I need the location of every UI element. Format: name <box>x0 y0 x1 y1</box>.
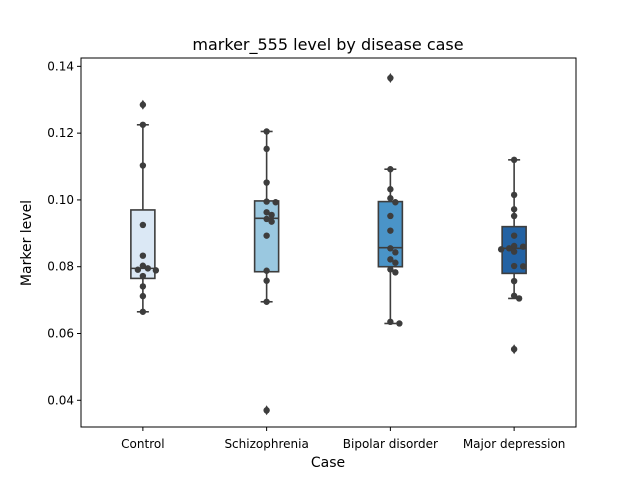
data-point <box>263 298 270 305</box>
data-point <box>263 277 270 284</box>
plot-frame <box>80 57 577 428</box>
x-axis-label: Case <box>311 455 345 471</box>
data-point <box>510 292 518 299</box>
data-point <box>497 246 505 253</box>
data-point <box>263 267 270 274</box>
data-point <box>268 218 275 225</box>
data-point <box>392 269 399 276</box>
data-point <box>139 308 147 315</box>
data-point <box>510 277 518 285</box>
x-tick-label: Bipolar disorder <box>343 437 438 451</box>
data-point <box>263 232 270 239</box>
data-point <box>268 211 275 219</box>
data-point <box>387 166 394 173</box>
data-point <box>387 212 394 220</box>
data-point <box>139 272 147 280</box>
x-tick-label: Control <box>121 437 164 451</box>
data-point <box>139 162 147 169</box>
y-tick-label: 0.04 <box>47 393 74 407</box>
data-point <box>263 128 270 135</box>
data-point <box>387 256 394 263</box>
chart-title: marker_555 level by disease case <box>192 35 463 55</box>
data-point <box>387 266 394 273</box>
data-point <box>510 248 518 255</box>
data-point <box>387 318 394 326</box>
data-point <box>510 242 518 250</box>
y-tick-label: 0.10 <box>47 193 74 207</box>
x-tick-label: Schizophrenia <box>224 437 308 451</box>
data-point <box>396 320 403 327</box>
data-point <box>139 283 147 290</box>
data-point <box>263 215 270 223</box>
y-tick-label: 0.08 <box>47 260 74 274</box>
data-point <box>139 252 147 259</box>
data-point <box>272 199 279 206</box>
data-point <box>510 191 518 199</box>
data-point <box>139 121 147 128</box>
y-tick-label: 0.14 <box>47 59 74 73</box>
plot-area: 0.04 0.06 0.08 0.10 0.12 0.14 Control Schizophr… <box>47 57 577 451</box>
y-tick-label: 0.06 <box>47 326 74 340</box>
y-axis-label: Marker level <box>19 200 35 286</box>
data-point <box>392 249 399 256</box>
data-point <box>139 262 147 269</box>
data-point <box>139 101 147 108</box>
data-point <box>387 186 394 193</box>
data-point <box>139 292 147 300</box>
data-point <box>263 209 270 216</box>
x-tick-label: Major depression <box>463 437 566 451</box>
data-point <box>387 245 394 252</box>
data-point <box>152 267 160 274</box>
box <box>377 200 404 268</box>
data-point <box>134 266 142 273</box>
data-point <box>392 199 399 206</box>
data-point <box>505 245 513 252</box>
data-point <box>510 232 518 239</box>
data-point <box>387 227 394 234</box>
data-point <box>263 407 270 414</box>
data-point <box>519 243 527 250</box>
data-point <box>263 179 270 186</box>
data-point <box>144 265 152 272</box>
data-point <box>515 295 523 302</box>
data-point <box>519 263 527 270</box>
data-point <box>387 195 394 202</box>
data-point <box>139 221 147 229</box>
y-tick-label: 0.12 <box>47 126 74 140</box>
data-point <box>510 206 518 213</box>
data-point <box>392 259 399 266</box>
data-point <box>510 345 518 353</box>
data-point <box>510 262 518 270</box>
data-point <box>387 74 394 82</box>
data-point <box>263 145 270 153</box>
data-point <box>263 198 270 205</box>
data-point <box>510 156 518 164</box>
data-point <box>510 212 518 220</box>
box-group-bipolar-disorder <box>377 73 404 325</box>
